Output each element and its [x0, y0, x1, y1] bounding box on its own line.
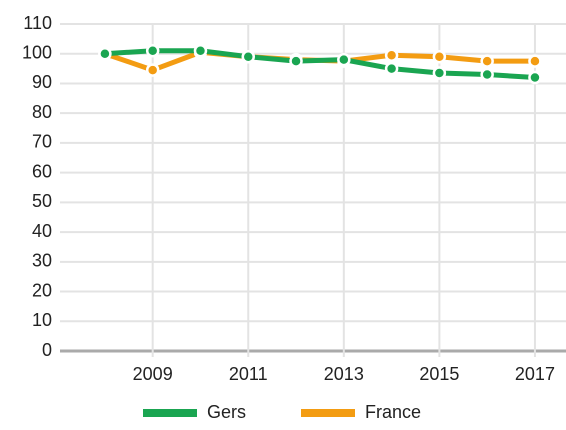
point — [432, 49, 447, 64]
point — [528, 54, 542, 68]
point — [145, 44, 160, 58]
y-tick-label: 80 — [32, 102, 52, 122]
point — [145, 63, 160, 77]
point — [384, 48, 399, 62]
series-line — [104, 48, 536, 81]
point — [337, 52, 351, 67]
point — [241, 49, 256, 64]
point — [480, 54, 494, 68]
y-tick-label: 0 — [42, 340, 52, 360]
y-tick-label: 100 — [22, 42, 52, 62]
legend-label: Gers — [207, 402, 246, 422]
x-tick-label: 2013 — [324, 364, 364, 384]
y-tick-label: 30 — [32, 251, 52, 271]
y-tick-label: 50 — [32, 191, 52, 211]
point — [480, 67, 494, 82]
y-tick-label: 10 — [32, 310, 52, 330]
y-tick-label: 70 — [32, 132, 52, 152]
point — [193, 44, 208, 58]
y-tick-label: 20 — [32, 280, 52, 300]
y-tick-label: 110 — [23, 13, 52, 33]
x-tick-label: 2017 — [515, 364, 555, 384]
y-tick-label: 90 — [32, 72, 52, 92]
legend-label: France — [365, 402, 421, 422]
x-tick-label: 2015 — [419, 364, 459, 384]
y-tick-label: 60 — [32, 161, 52, 181]
point — [384, 61, 399, 76]
x-tick-label: 2009 — [133, 364, 173, 384]
point — [98, 46, 112, 61]
point — [289, 54, 303, 68]
point — [528, 70, 542, 85]
point — [432, 66, 447, 80]
x-tick-label: 2011 — [229, 364, 268, 384]
y-tick-label: 40 — [32, 221, 52, 241]
